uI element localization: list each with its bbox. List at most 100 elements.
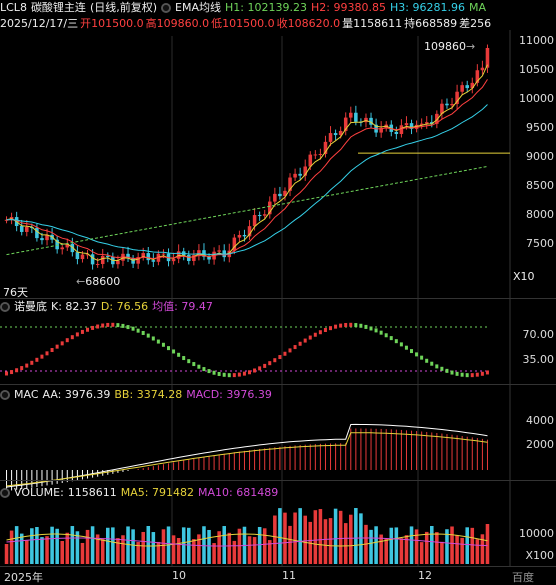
period-label[interactable]: (日线,前复权) bbox=[89, 1, 158, 14]
candle-body bbox=[25, 226, 29, 232]
candle-body bbox=[445, 103, 449, 106]
kd-dot bbox=[253, 368, 257, 373]
y-tick-7500: 7500 bbox=[526, 237, 554, 250]
volume-bar bbox=[374, 526, 378, 564]
y-tick-11000: 11000 bbox=[519, 34, 554, 47]
volume-bar bbox=[419, 542, 424, 564]
volume-bar bbox=[156, 541, 161, 564]
candle-body bbox=[460, 85, 464, 92]
kd-header: ● 诺曼底 K: 82.37 D: 76.56 均值: 79.47 bbox=[0, 300, 213, 314]
kd-dot bbox=[45, 351, 49, 356]
volume-bar bbox=[480, 534, 485, 564]
kd-dot bbox=[232, 373, 236, 378]
volume-bar bbox=[313, 510, 318, 564]
ema-line-h3 bbox=[6, 104, 488, 256]
volume-bar bbox=[333, 508, 338, 564]
kd-dot bbox=[485, 370, 489, 375]
y-tick-10500: 10500 bbox=[519, 63, 554, 76]
watermark: 百度 bbox=[512, 571, 534, 584]
kd-dot bbox=[435, 364, 439, 369]
macd-y-tick-4000: 4000 bbox=[526, 414, 554, 427]
volume-bar bbox=[187, 527, 191, 564]
y-tick-10000: 10000 bbox=[519, 92, 554, 105]
candle-body bbox=[465, 85, 469, 89]
kd-dot bbox=[167, 346, 170, 351]
volume-bar bbox=[404, 535, 409, 564]
kd-dot bbox=[440, 366, 444, 371]
volume-value: 1158611 bbox=[67, 486, 117, 499]
volume-bar bbox=[273, 515, 277, 564]
volume-bar bbox=[65, 532, 70, 564]
quote-date: 2025/12/17/三 bbox=[0, 17, 79, 30]
candle-body bbox=[161, 253, 166, 255]
volume-bar bbox=[227, 532, 232, 564]
macd-macd: MACD: 3976.39 bbox=[186, 388, 272, 401]
kd-dot bbox=[273, 358, 277, 363]
volume-bar bbox=[90, 526, 95, 564]
kd-dot bbox=[430, 361, 434, 366]
candle-body bbox=[80, 254, 85, 260]
candle-body bbox=[60, 247, 64, 250]
candle-body bbox=[379, 128, 383, 133]
candle-body bbox=[232, 237, 237, 251]
contract-name[interactable]: 碳酸锂主连 bbox=[30, 1, 86, 14]
volume-bar bbox=[247, 536, 252, 564]
pane-settings-icon[interactable]: ● bbox=[0, 488, 10, 498]
kd-dot bbox=[420, 355, 424, 360]
time-label-nov: 11 bbox=[282, 569, 296, 582]
candle-body bbox=[318, 153, 323, 155]
settings-icon[interactable]: ● bbox=[161, 3, 172, 13]
kd-dot bbox=[30, 360, 34, 365]
kd-dot bbox=[177, 352, 181, 357]
kd-dot bbox=[35, 357, 39, 362]
volume-indicator-name[interactable]: VOLUME: bbox=[14, 486, 64, 499]
volume-bar bbox=[232, 540, 237, 564]
candle-body bbox=[399, 125, 404, 135]
volume-bar bbox=[343, 523, 348, 564]
candle-body bbox=[485, 48, 490, 68]
volume-bar bbox=[176, 538, 181, 564]
pane-settings-icon[interactable]: ● bbox=[0, 302, 10, 312]
candle-body bbox=[4, 219, 9, 221]
pane-settings-icon[interactable]: ● bbox=[0, 390, 10, 400]
candle-body bbox=[65, 243, 70, 248]
quote-low: 低101500.0 bbox=[211, 17, 275, 30]
volume-bar bbox=[121, 535, 125, 564]
volume-bar bbox=[268, 540, 272, 564]
volume-ma10-line bbox=[6, 537, 488, 547]
quote-open: 开101500.0 bbox=[80, 17, 144, 30]
symbol-code[interactable]: LCL8 bbox=[0, 1, 27, 14]
kd-dot bbox=[15, 368, 19, 373]
kd-dot bbox=[242, 371, 246, 376]
y-tick-9500: 9500 bbox=[526, 121, 554, 134]
candle-body bbox=[288, 177, 292, 191]
candle-body bbox=[90, 254, 95, 265]
volume-bar bbox=[455, 535, 459, 564]
volume-bar bbox=[475, 539, 480, 564]
volume-bar bbox=[95, 534, 100, 564]
candle-body bbox=[116, 260, 120, 265]
indicator-name[interactable]: EMA均线 bbox=[175, 1, 221, 14]
kd-indicator-name[interactable]: 诺曼底 bbox=[14, 300, 47, 313]
volume-bar bbox=[424, 531, 429, 564]
kd-dot bbox=[318, 330, 322, 335]
candle-body bbox=[40, 238, 44, 241]
volume-bar bbox=[30, 528, 34, 564]
kd-dot bbox=[116, 323, 120, 328]
kd-dot bbox=[101, 323, 105, 328]
candle-body bbox=[146, 253, 151, 261]
days-count-label: 76天 bbox=[3, 286, 28, 299]
volume-bar bbox=[70, 526, 75, 564]
kd-dot bbox=[364, 324, 368, 329]
volume-bar bbox=[171, 535, 176, 564]
volume-bar bbox=[409, 526, 414, 564]
macd-bb: BB: 3374.28 bbox=[114, 388, 183, 401]
candle-body bbox=[70, 243, 75, 253]
price-multiplier: X10 bbox=[513, 270, 535, 283]
volume-bar bbox=[151, 532, 156, 564]
macd-y-tick-2000: 2000 bbox=[526, 438, 554, 451]
volume-bar bbox=[460, 537, 464, 564]
macd-indicator-name[interactable]: MAC bbox=[14, 388, 39, 401]
kd-dot bbox=[55, 344, 59, 349]
